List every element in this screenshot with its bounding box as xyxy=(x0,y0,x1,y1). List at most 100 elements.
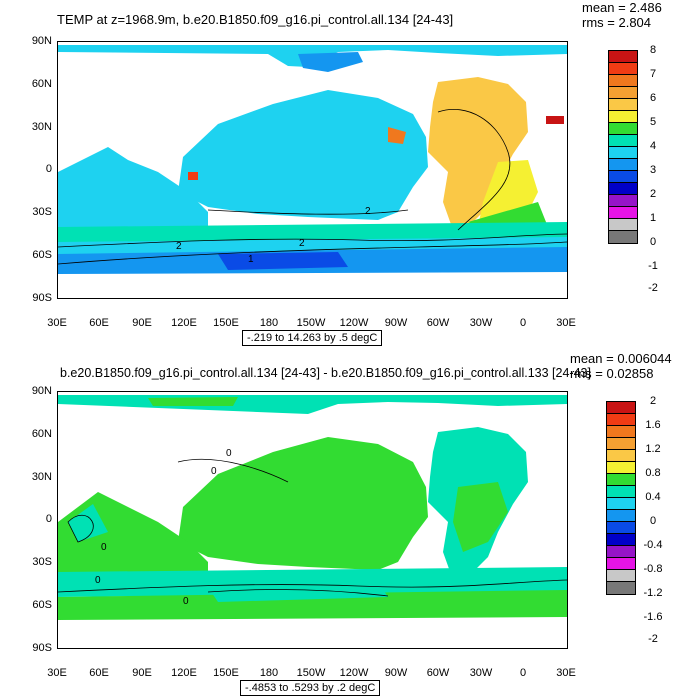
colorbar-box xyxy=(607,402,635,414)
panel1-lon-label: 180 xyxy=(259,317,279,329)
arctic-deep xyxy=(298,52,363,72)
colorbar-box xyxy=(609,159,637,171)
panel2-lon-label: 180 xyxy=(259,667,279,679)
panel2-colorbar-label: 0.8 xyxy=(645,467,661,479)
panel2-colorbar-label: 1.2 xyxy=(645,443,661,455)
colorbar-box xyxy=(609,195,637,207)
contour-label: 0 xyxy=(95,575,101,586)
panel1-colorbar-label: 1 xyxy=(649,212,657,224)
panel1-colorbar-label: -1 xyxy=(648,260,658,272)
panel1-title: TEMP at z=1968.9m, b.e20.B1850.f09_g16.p… xyxy=(57,12,454,27)
southern-cyan-2 xyxy=(208,582,388,602)
colorbar-box xyxy=(609,231,637,243)
contour-label: 0 xyxy=(183,596,189,607)
panel2-colorbar-label: -1.6 xyxy=(643,611,663,623)
contour-line xyxy=(67,515,94,543)
indian-ocean xyxy=(58,147,208,242)
panel1-lon-label: 120W xyxy=(339,317,369,329)
contour-label: 2 xyxy=(176,241,182,252)
panel1-colorbar-label: -2 xyxy=(648,282,658,294)
colorbar-box xyxy=(607,462,635,474)
contour-label: 2 xyxy=(299,238,305,249)
panel1-lon-label: 120E xyxy=(171,317,197,329)
panel2-colorbar-label: -1.2 xyxy=(643,587,663,599)
atlantic-green xyxy=(453,482,508,552)
panel1-range-label: -.219 to 14.263 by .5 degC xyxy=(242,330,383,346)
panel2-lon-label: 30W xyxy=(469,667,493,679)
contour-label: 0 xyxy=(211,466,217,477)
panel1-lon-label: 60E xyxy=(89,317,109,329)
panel1-lon-label: 90W xyxy=(384,317,408,329)
panel2-lat-label: 90N xyxy=(31,385,52,397)
contour-line xyxy=(207,589,389,597)
colorbar-box xyxy=(609,207,637,219)
panel1-colorbar-label: 6 xyxy=(649,92,657,104)
colorbar-box xyxy=(607,450,635,462)
panel1-colorbar-label: 7 xyxy=(649,68,657,80)
colorbar-box xyxy=(607,534,635,546)
panel1-colorbar-label: 0 xyxy=(649,236,657,248)
panel2-colorbar-label: 2 xyxy=(649,395,657,407)
panel2-range-label: -.4853 to .5293 by .2 degC xyxy=(240,680,381,696)
panel2-rms: rms = 0.02858 xyxy=(570,366,654,381)
panel2-colorbar-label: 1.6 xyxy=(645,419,661,431)
panel1-lat-label: 30N xyxy=(31,121,52,133)
panel2-lat-label: 0 xyxy=(45,513,52,525)
panel1-lon-label: 30E xyxy=(47,317,67,329)
panel2-colorbar-label: 0.4 xyxy=(645,491,661,503)
contour-line xyxy=(58,241,567,265)
panel2-lon-label: 150E xyxy=(213,667,239,679)
panel1-lat-label: 90S xyxy=(32,292,52,304)
contour-line xyxy=(58,233,567,248)
colorbar-box xyxy=(609,171,637,183)
panel1-field xyxy=(58,45,567,274)
panel1-mean: mean = 2.486 xyxy=(582,0,662,15)
panel1-colorbar-label: 5 xyxy=(649,116,657,128)
panel1-colorbar-label: 3 xyxy=(649,164,657,176)
panel2-lon-label: 90E xyxy=(132,667,152,679)
panel1-colorbar-label: 2 xyxy=(649,188,657,200)
panel2-colorbar-label: -0.4 xyxy=(643,539,663,551)
arctic-green xyxy=(148,397,238,406)
panel1-lat-label: 0 xyxy=(45,163,52,175)
panel2-lat-label: 30N xyxy=(31,471,52,483)
panel2-lat-label: 60S xyxy=(32,599,52,611)
panel2-title: b.e20.B1850.f09_g16.pi_control.all.134 [… xyxy=(60,366,591,380)
colorbar-box xyxy=(607,522,635,534)
atlantic-ocean xyxy=(428,77,528,230)
contour-label: 0 xyxy=(226,448,232,459)
arctic-ocean xyxy=(58,395,567,414)
colorbar-box xyxy=(607,558,635,570)
colorbar-box xyxy=(607,414,635,426)
panel1-colorbar-label: 4 xyxy=(649,140,657,152)
southern-ocean-deep xyxy=(218,252,348,270)
panel1-rms: rms = 2.804 xyxy=(582,15,652,30)
colorbar-box xyxy=(609,147,637,159)
panel1-colorbar-label: 8 xyxy=(649,44,657,56)
panel2-colorbar-label: -2 xyxy=(648,633,658,645)
panel2-colorbar-label: -0.8 xyxy=(643,563,663,575)
panel1-lat-label: 60S xyxy=(32,249,52,261)
panel2-lon-label: 30E xyxy=(556,667,576,679)
contour-line xyxy=(177,458,289,483)
colorbar-box xyxy=(607,486,635,498)
colorbar-box xyxy=(609,219,637,231)
panel1-lon-label: 150W xyxy=(296,317,326,329)
contour-label: 1 xyxy=(248,254,254,265)
panel2-field xyxy=(58,395,567,620)
panel2-lat-label: 90S xyxy=(32,642,52,654)
colorbar-box xyxy=(607,498,635,510)
panel2-colorbar-label: 0 xyxy=(649,515,657,527)
red-sea-hot xyxy=(188,172,198,180)
pacific-ocean xyxy=(178,437,428,570)
colorbar-box xyxy=(609,75,637,87)
colorbar-box xyxy=(607,570,635,582)
panel1-lon-label: 0 xyxy=(519,317,527,329)
mediterranean-hot xyxy=(546,116,564,124)
panel2-lon-label: 120W xyxy=(339,667,369,679)
panel2-lon-label: 90W xyxy=(384,667,408,679)
panel1-map: 2 2 2 1 xyxy=(57,41,568,299)
panel2-lat-label: 60N xyxy=(31,428,52,440)
colorbar-box xyxy=(609,135,637,147)
colorbar-box xyxy=(607,510,635,522)
